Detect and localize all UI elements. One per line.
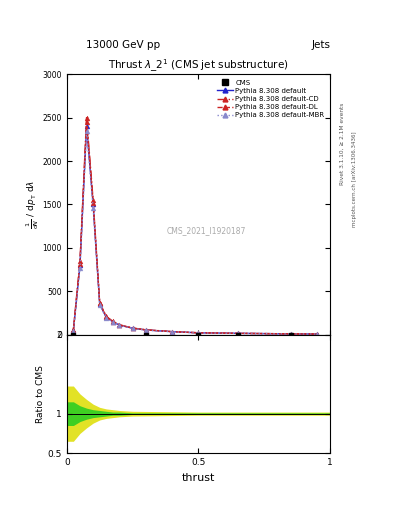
Text: Rivet 3.1.10, ≥ 2.1M events: Rivet 3.1.10, ≥ 2.1M events: [340, 102, 345, 184]
Legend: CMS, Pythia 8.308 default, Pythia 8.308 default-CD, Pythia 8.308 default-DL, Pyt: CMS, Pythia 8.308 default, Pythia 8.308 …: [215, 78, 327, 120]
Text: CMS_2021_I1920187: CMS_2021_I1920187: [167, 226, 246, 235]
Title: Thrust $\lambda$_2$^1$ (CMS jet substructure): Thrust $\lambda$_2$^1$ (CMS jet substruc…: [108, 58, 289, 74]
Text: mcplots.cern.ch [arXiv:1306.3436]: mcplots.cern.ch [arXiv:1306.3436]: [352, 132, 357, 227]
Y-axis label: Ratio to CMS: Ratio to CMS: [36, 365, 45, 423]
Text: 13000 GeV pp: 13000 GeV pp: [86, 39, 161, 50]
Y-axis label: $\frac{1}{\mathrm{d}N}\ /\ \mathrm{d}p_\mathrm{T}\ \mathrm{d}\lambda$: $\frac{1}{\mathrm{d}N}\ /\ \mathrm{d}p_\…: [24, 180, 41, 229]
X-axis label: thrust: thrust: [182, 473, 215, 482]
Text: Jets: Jets: [311, 39, 330, 50]
